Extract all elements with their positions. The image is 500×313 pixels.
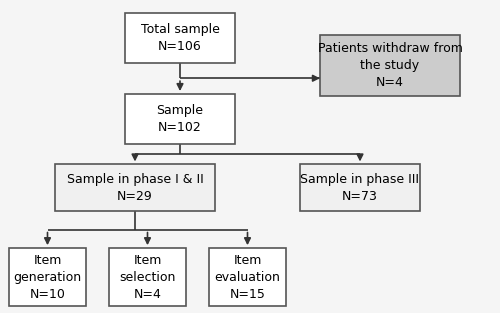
Text: Sample in phase III
N=73: Sample in phase III N=73: [300, 173, 420, 203]
Text: Item
generation
N=10: Item generation N=10: [14, 254, 82, 300]
Text: Item
evaluation
N=15: Item evaluation N=15: [214, 254, 280, 300]
FancyBboxPatch shape: [300, 164, 420, 211]
Text: Sample
N=102: Sample N=102: [156, 104, 204, 134]
Text: Patients withdraw from
the study
N=4: Patients withdraw from the study N=4: [318, 42, 462, 89]
Text: Total sample
N=106: Total sample N=106: [140, 23, 220, 53]
Text: Item
selection
N=4: Item selection N=4: [120, 254, 176, 300]
FancyBboxPatch shape: [125, 94, 235, 144]
FancyBboxPatch shape: [320, 35, 460, 96]
FancyBboxPatch shape: [209, 248, 286, 306]
FancyBboxPatch shape: [9, 248, 86, 306]
Text: Sample in phase I & II
N=29: Sample in phase I & II N=29: [66, 173, 203, 203]
FancyBboxPatch shape: [125, 13, 235, 63]
FancyBboxPatch shape: [108, 248, 186, 306]
FancyBboxPatch shape: [55, 164, 215, 211]
